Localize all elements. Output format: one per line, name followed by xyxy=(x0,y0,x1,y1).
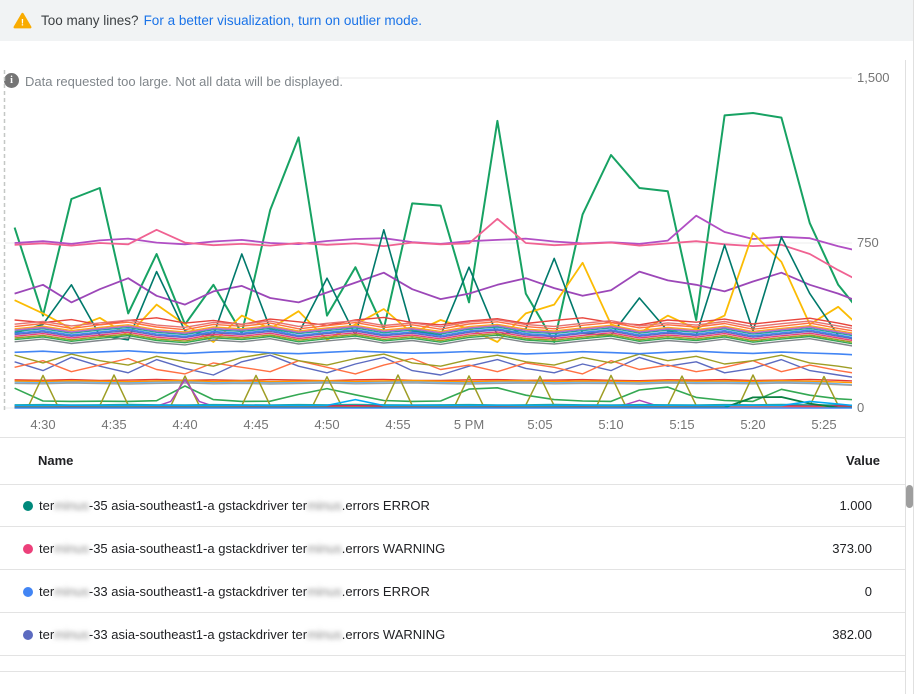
row-divider xyxy=(0,526,905,527)
x-tick-label: 4:40 xyxy=(172,417,198,432)
row-divider xyxy=(0,569,905,570)
series-low-indigo xyxy=(14,354,852,378)
series-cluster-teal xyxy=(14,326,852,337)
warning-icon: ! xyxy=(13,12,32,29)
outlier-warning-banner: ! Too many lines? For a better visualiza… xyxy=(0,0,913,41)
row-divider xyxy=(0,655,905,656)
series-cluster-lightred xyxy=(14,319,852,329)
series-cluster-pink xyxy=(14,331,852,342)
x-tick-label: 5:20 xyxy=(740,417,766,432)
series-green-spiky xyxy=(13,112,852,343)
scrollbar-track[interactable] xyxy=(905,60,906,694)
series-value: 0 xyxy=(864,584,872,599)
x-tick-label: 5 PM xyxy=(453,417,485,432)
series-value: 1.000 xyxy=(839,498,872,513)
x-tick-label: 4:35 xyxy=(101,417,127,432)
series-cluster-blue xyxy=(14,328,852,339)
series-color-dot xyxy=(23,629,33,640)
series-color-dot xyxy=(23,586,33,597)
series-cluster-gray xyxy=(14,336,852,347)
series-yellow-weave xyxy=(14,232,852,343)
row-divider xyxy=(0,612,905,613)
series-value: 382.00 xyxy=(832,627,872,642)
table-row[interactable]: terminus-33 asia-southeast1-a gstackdriv… xyxy=(0,613,905,656)
series-cluster-green xyxy=(14,334,852,345)
series-cluster-amber xyxy=(14,323,852,334)
x-tick-label: 5:05 xyxy=(527,417,553,432)
series-value: 373.00 xyxy=(832,541,872,556)
series-low-blue-smooth xyxy=(14,349,852,356)
table-row[interactable]: terminus-33 asia-southeast1-a gstackdriv… xyxy=(0,570,905,613)
series-color-dot xyxy=(23,500,33,511)
series-cluster-indigo xyxy=(14,329,852,340)
series-cluster-lavender xyxy=(14,325,852,335)
table-top-divider xyxy=(0,437,905,438)
timeseries-chart[interactable] xyxy=(0,60,914,420)
x-tick-label: 4:50 xyxy=(314,417,340,432)
y-tick-label: 1,500 xyxy=(857,70,890,85)
series-name: terminus-33 asia-southeast1-a gstackdriv… xyxy=(39,584,430,599)
outlier-mode-link[interactable]: For a better visualization, turn on outl… xyxy=(143,13,422,28)
x-tick-label: 5:10 xyxy=(598,417,624,432)
x-tick-label: 5:25 xyxy=(811,417,837,432)
x-tick-label: 4:30 xyxy=(30,417,56,432)
series-name: terminus-33 asia-southeast1-a gstackdriv… xyxy=(39,627,446,642)
series-cluster-orange xyxy=(14,321,852,332)
series-name: terminus-35 asia-southeast1-a gstackdriv… xyxy=(39,541,446,556)
series-bottom-skyblue xyxy=(14,398,852,407)
table-row[interactable]: terminus-35 asia-southeast1-a gstackdriv… xyxy=(0,484,905,527)
series-flat-orange xyxy=(14,379,852,384)
series-color-dot xyxy=(23,543,33,554)
column-header-value[interactable]: Value xyxy=(846,453,880,468)
table-row[interactable]: terminus-35 asia-southeast1-a gstackdriv… xyxy=(0,527,905,570)
series-cluster-olive xyxy=(14,332,852,343)
scrollbar-thumb[interactable] xyxy=(906,485,913,508)
table-bottom-divider xyxy=(0,671,905,672)
series-low-coral xyxy=(14,357,852,375)
series-low-olive xyxy=(14,352,852,370)
y-tick-label: 0 xyxy=(857,400,865,415)
series-cluster-red xyxy=(14,316,852,327)
x-tick-label: 4:45 xyxy=(243,417,269,432)
series-purple-wander xyxy=(14,270,852,306)
series-flat-gray xyxy=(14,382,852,387)
series-green-steps xyxy=(14,385,852,403)
header-divider xyxy=(0,484,905,485)
warning-text: Too many lines? xyxy=(41,13,139,28)
data-too-large-notice: Data requested too large. Not all data w… xyxy=(25,74,343,89)
column-header-name[interactable]: Name xyxy=(38,453,74,468)
info-icon: i xyxy=(4,73,19,88)
series-name: terminus-35 asia-southeast1-a gstackdriv… xyxy=(39,498,430,513)
y-tick-label: 750 xyxy=(857,235,879,250)
x-tick-label: 5:15 xyxy=(669,417,695,432)
x-tick-label: 4:55 xyxy=(385,417,411,432)
series-flat-skyblue xyxy=(14,380,852,386)
series-orchid-750 xyxy=(14,214,852,251)
svg-text:!: ! xyxy=(21,17,24,28)
chart-series-lines xyxy=(13,112,852,409)
